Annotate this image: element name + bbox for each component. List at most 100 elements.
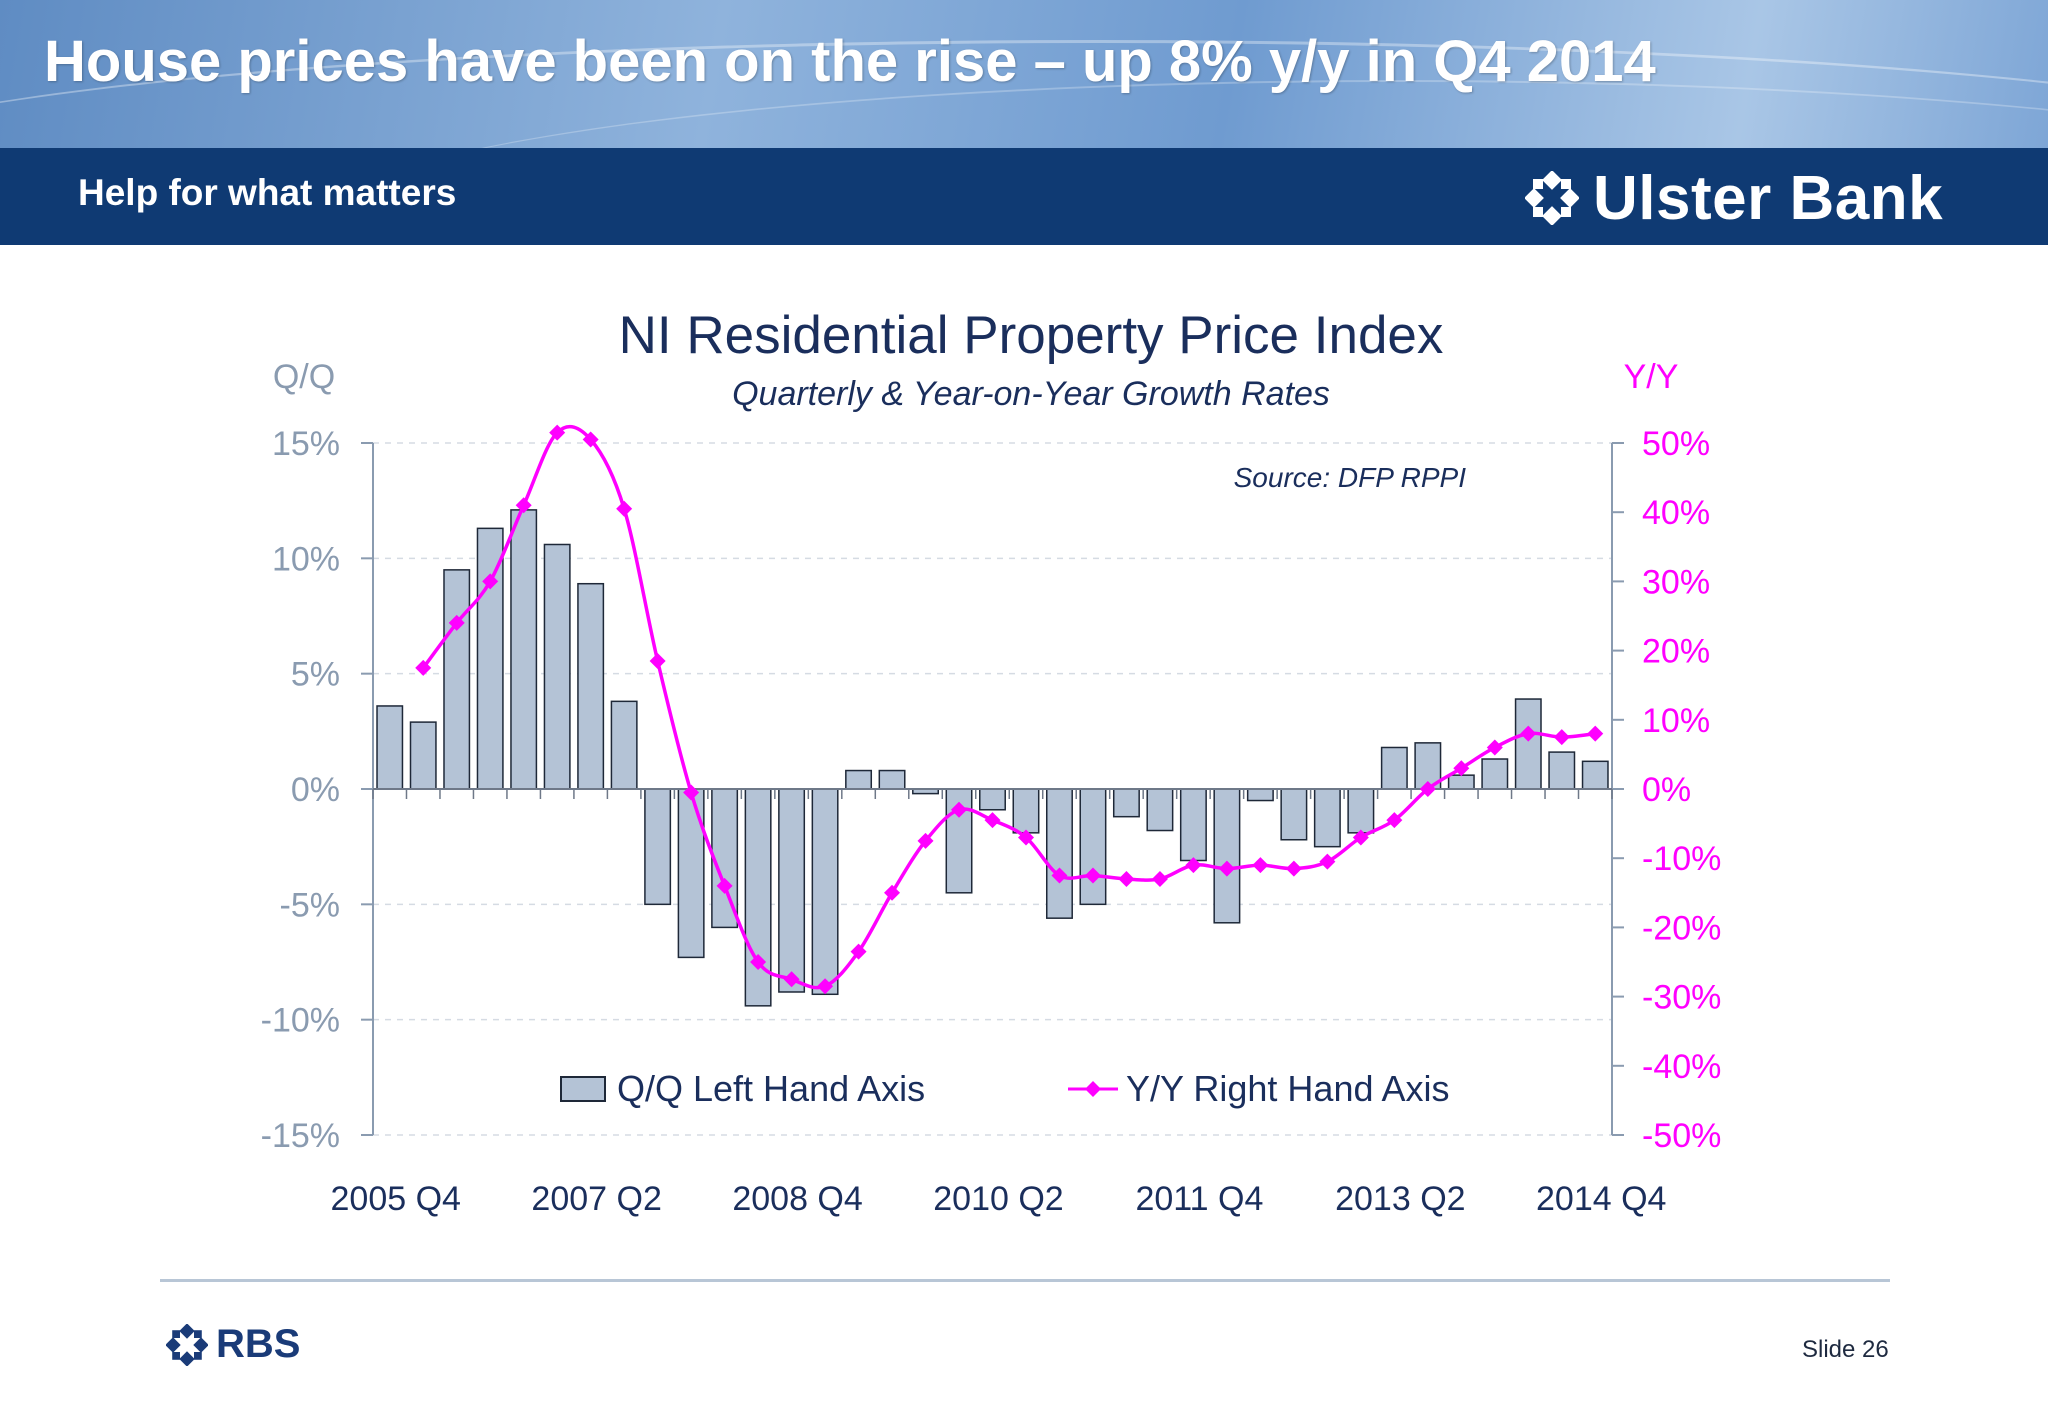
slide-number: Slide 26 <box>1802 1336 1889 1363</box>
right-tick-label: -30% <box>1642 979 1721 1017</box>
yy-marker <box>683 784 700 801</box>
rbs-daisy-icon <box>1525 171 1579 225</box>
yy-marker <box>549 424 566 441</box>
bar-series <box>376 509 1609 1007</box>
x-tick-label: 2010 Q2 <box>933 1180 1063 1218</box>
yy-marker <box>1118 870 1135 887</box>
right-tick-label: 10% <box>1642 702 1710 740</box>
qq-bar <box>1246 788 1274 802</box>
qq-bar <box>1514 698 1542 790</box>
x-tick-label: 2008 Q4 <box>732 1180 862 1218</box>
yy-marker <box>884 884 901 901</box>
left-tick-label: 0% <box>291 771 340 809</box>
yy-marker <box>448 614 465 631</box>
qq-bar <box>1380 746 1408 790</box>
qq-bar <box>510 509 538 790</box>
yy-marker <box>649 652 666 669</box>
qq-bar <box>1548 751 1576 790</box>
qq-bar <box>845 769 873 790</box>
qq-bar <box>476 527 504 790</box>
right-tick-label: 20% <box>1642 633 1710 671</box>
legend-line-marker <box>1085 1081 1101 1097</box>
tagline: Help for what matters <box>78 172 457 213</box>
right-tick-label: -10% <box>1642 840 1721 878</box>
yy-marker <box>1051 867 1068 884</box>
yy-marker <box>415 659 432 676</box>
qq-bar <box>1280 788 1308 841</box>
yy-marker <box>1486 739 1503 756</box>
qq-bar <box>409 721 437 790</box>
right-tick-label: 0% <box>1642 771 1691 809</box>
left-axis-label: Q/Q <box>273 358 335 396</box>
yy-marker <box>1553 729 1570 746</box>
qq-bar <box>778 788 806 993</box>
yy-marker <box>1218 860 1235 877</box>
yy-marker <box>951 801 968 818</box>
right-tick-label: -40% <box>1642 1048 1721 1086</box>
qq-bar <box>1045 788 1073 919</box>
x-tick-label: 2014 Q4 <box>1536 1180 1666 1218</box>
yy-marker <box>1319 853 1336 870</box>
rbs-logo: RBS <box>166 1322 300 1367</box>
yy-marker <box>1017 829 1034 846</box>
right-tick-label: -20% <box>1642 909 1721 947</box>
header-band <box>0 148 2048 245</box>
brand-name: Ulster Bank <box>1593 163 1944 233</box>
left-tick-label: -15% <box>261 1117 340 1155</box>
yy-marker <box>817 978 834 995</box>
rbs-name: RBS <box>216 1322 301 1366</box>
yy-marker <box>1084 867 1101 884</box>
x-tick-label: 2007 Q2 <box>531 1180 661 1218</box>
legend-bar-swatch <box>560 1076 606 1102</box>
brand-logo: Ulster Bank <box>1525 163 1943 233</box>
right-tick-label: 40% <box>1642 494 1710 532</box>
yy-marker <box>750 954 767 970</box>
yy-marker <box>482 573 499 590</box>
qq-bar <box>376 705 404 790</box>
qq-bar <box>1012 788 1040 834</box>
qq-bar <box>1179 788 1207 862</box>
yy-marker <box>515 497 532 514</box>
qq-bar <box>811 788 839 996</box>
qq-bar <box>644 788 672 906</box>
x-tick-label: 2005 Q4 <box>331 1180 461 1218</box>
qq-bar <box>610 700 638 790</box>
qq-bar <box>1079 788 1107 906</box>
yy-marker <box>850 943 867 960</box>
right-tick-label: 30% <box>1642 563 1710 601</box>
qq-bar <box>1313 788 1341 848</box>
header-banner <box>0 0 2048 148</box>
yy-marker <box>1453 760 1470 777</box>
yy-marker <box>783 971 800 988</box>
left-tick-label: 10% <box>272 540 340 578</box>
yy-marker <box>582 431 599 448</box>
x-tick-label: 2013 Q2 <box>1335 1180 1465 1218</box>
yy-marker <box>616 500 633 517</box>
right-tick-label: -50% <box>1642 1117 1721 1155</box>
qq-bar <box>1213 788 1241 924</box>
chart-subtitle: Quarterly & Year-on-Year Growth Rates <box>732 375 1330 413</box>
qq-bar <box>1481 758 1509 790</box>
yy-marker <box>1419 781 1436 797</box>
left-tick-label: 15% <box>272 425 340 463</box>
left-tick-label: -10% <box>261 1002 340 1040</box>
qq-bar <box>543 543 571 790</box>
x-tick-label: 2011 Q4 <box>1135 1180 1263 1218</box>
yy-marker <box>1151 870 1168 887</box>
qq-bar <box>443 569 471 790</box>
footer-divider <box>160 1279 1890 1282</box>
qq-bar <box>1112 788 1140 818</box>
legend: Q/Q Left Hand Axis Y/Y Right Hand Axis <box>560 1068 1450 1109</box>
left-tick-label: 5% <box>291 656 340 694</box>
chart: NI Residential Property Price Index Quar… <box>261 306 1722 1218</box>
right-axis-label: Y/Y <box>1624 358 1679 396</box>
yy-marker <box>984 812 1001 829</box>
left-tick-label: -5% <box>280 886 340 924</box>
qq-bar <box>744 788 772 1007</box>
qq-bar <box>1146 788 1174 832</box>
tick-labels: 15% 10% 5% 0% -5% -10% -15% 50% 40% 30% 20% 10% 0% -1… <box>261 425 1722 1218</box>
yy-marker <box>716 877 733 894</box>
rbs-daisy-icon <box>166 1323 208 1366</box>
yy-marker <box>1285 860 1302 877</box>
yy-marker <box>1520 725 1537 742</box>
